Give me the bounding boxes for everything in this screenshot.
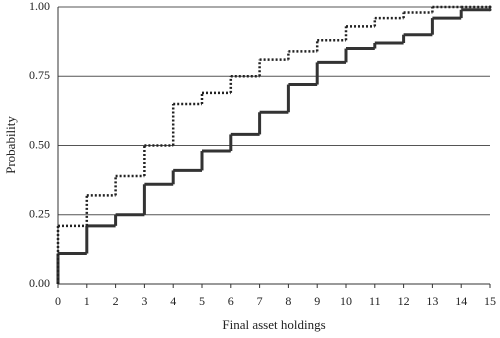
x-tick-label: 1: [84, 294, 90, 308]
x-tick-label: 3: [141, 294, 147, 308]
y-tick-label: 0.25: [29, 207, 50, 221]
x-tick-label: 4: [170, 294, 176, 308]
y-axis-title: Probability: [3, 116, 18, 174]
x-tick-label: 12: [398, 294, 410, 308]
step-point: [488, 5, 492, 9]
step-point: [488, 8, 492, 12]
x-tick-label: 10: [340, 294, 352, 308]
x-tick-label: 7: [257, 294, 263, 308]
x-tick-label: 2: [113, 294, 119, 308]
x-tick-label: 8: [285, 294, 291, 308]
x-tick-label: 15: [484, 294, 496, 308]
x-tick-label: 11: [369, 294, 381, 308]
x-tick-label: 0: [55, 294, 61, 308]
x-tick-label: 5: [199, 294, 205, 308]
x-tick-label: 14: [455, 294, 467, 308]
x-tick-label: 9: [314, 294, 320, 308]
y-tick-label: 0.50: [29, 137, 50, 151]
x-tick-label: 6: [228, 294, 234, 308]
x-tick-label: 13: [426, 294, 438, 308]
y-tick-label: 1.00: [29, 0, 50, 13]
y-tick-label: 0.00: [29, 276, 50, 290]
x-axis-title: Final asset holdings: [222, 317, 325, 332]
y-tick-label: 0.75: [29, 68, 50, 82]
